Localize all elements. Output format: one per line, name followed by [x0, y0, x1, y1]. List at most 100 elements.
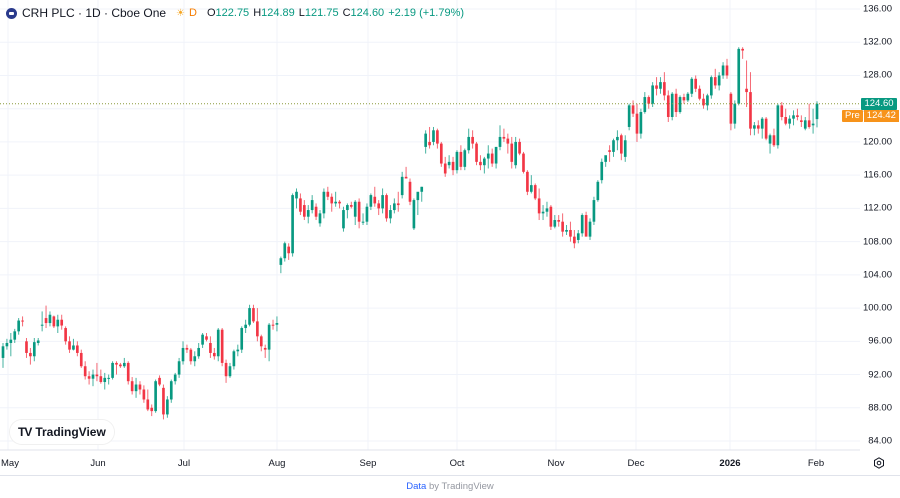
- time-tick-label: Sep: [359, 458, 377, 469]
- candle: [616, 130, 619, 151]
- candle: [436, 128, 439, 149]
- candle: [483, 156, 486, 174]
- tradingview-watermark[interactable]: TV TradingView: [10, 420, 114, 444]
- candle: [185, 344, 189, 353]
- candle: [303, 200, 306, 221]
- close-label: C: [342, 7, 351, 19]
- candle: [486, 145, 490, 169]
- candle: [694, 75, 698, 93]
- candle: [122, 357, 126, 368]
- candle: [686, 92, 690, 103]
- candle: [263, 344, 267, 358]
- candle: [56, 314, 60, 334]
- price-axis[interactable]: 136.00132.00128.00124.00120.00116.00112.…: [860, 0, 900, 475]
- symbol-legend: CRH PLC · 1D · Cboe One ☀ D O 122.75 H 124…: [6, 5, 464, 21]
- candle: [788, 115, 791, 129]
- candle: [467, 128, 471, 154]
- candle: [173, 372, 177, 385]
- candle: [623, 135, 627, 162]
- candle: [721, 62, 725, 79]
- candle: [604, 155, 608, 167]
- candle: [792, 110, 795, 126]
- candle: [576, 229, 580, 244]
- candle: [21, 316, 24, 327]
- candle: [252, 304, 255, 324]
- data-link[interactable]: Data: [406, 481, 427, 492]
- candle: [631, 100, 635, 118]
- candle: [670, 92, 674, 121]
- candle: [659, 77, 662, 94]
- high-value: 124.89: [261, 7, 295, 19]
- time-tick-label: Aug: [268, 458, 286, 469]
- high-label: H: [253, 7, 262, 19]
- candle: [361, 213, 365, 226]
- candle: [68, 336, 71, 353]
- candle: [710, 75, 713, 99]
- candle: [60, 314, 64, 330]
- price-tick-label: 84.00: [868, 435, 892, 447]
- candle: [64, 326, 67, 345]
- premarket-price-tag: Pre 124.42: [842, 110, 899, 123]
- candle: [279, 256, 283, 274]
- candle: [561, 213, 564, 237]
- candle: [48, 311, 52, 327]
- candle: [209, 336, 212, 358]
- candle: [674, 88, 678, 118]
- candle: [800, 115, 803, 127]
- premarket-price: 124.42: [863, 110, 899, 123]
- candle: [1, 342, 5, 368]
- candle: [169, 379, 173, 403]
- candle: [612, 138, 615, 157]
- candle: [408, 178, 412, 206]
- candle: [107, 374, 110, 385]
- candle: [146, 389, 150, 412]
- candle: [103, 372, 107, 390]
- candle: [565, 225, 568, 235]
- time-tick-label: May: [1, 458, 19, 469]
- price-tick-label: 112.00: [863, 202, 892, 214]
- chart-frame: 136.00132.00128.00124.00120.00116.00112.…: [0, 0, 900, 476]
- candle: [432, 126, 435, 146]
- candle: [803, 117, 807, 131]
- candle: [244, 319, 247, 334]
- candle: [295, 188, 298, 209]
- candle: [455, 150, 459, 174]
- candle: [314, 203, 318, 221]
- candle: [271, 319, 275, 330]
- candle: [306, 205, 310, 224]
- candlestick-plot[interactable]: [0, 0, 860, 475]
- watermark-text: TradingView: [35, 425, 106, 439]
- price-tick-label: 104.00: [862, 269, 892, 281]
- settings-icon[interactable]: [873, 457, 885, 469]
- candle: [682, 93, 686, 104]
- time-tick-label: Nov: [547, 458, 565, 469]
- candle: [545, 201, 549, 217]
- candle: [553, 215, 557, 229]
- candle: [334, 191, 337, 207]
- candle: [79, 349, 83, 368]
- candle: [130, 377, 134, 395]
- time-tick-label: Oct: [449, 458, 465, 469]
- candle: [498, 125, 502, 151]
- candle: [177, 357, 181, 378]
- candle: [447, 155, 451, 169]
- candle: [424, 130, 427, 154]
- candle: [713, 68, 717, 89]
- candle: [796, 108, 799, 121]
- candle: [569, 221, 572, 242]
- open-value: 122.75: [215, 7, 250, 19]
- candle: [216, 328, 220, 362]
- candle: [635, 103, 639, 142]
- candle: [181, 341, 185, 365]
- candle: [193, 351, 197, 367]
- candle: [471, 130, 474, 149]
- candle: [189, 347, 193, 365]
- candle: [557, 215, 561, 227]
- candle: [91, 369, 95, 387]
- candle: [807, 103, 811, 129]
- symbol-title[interactable]: CRH PLC · 1D · Cboe One: [22, 6, 167, 20]
- candle: [287, 243, 291, 260]
- candle: [541, 205, 545, 221]
- candle: [588, 218, 592, 240]
- candle: [32, 337, 36, 362]
